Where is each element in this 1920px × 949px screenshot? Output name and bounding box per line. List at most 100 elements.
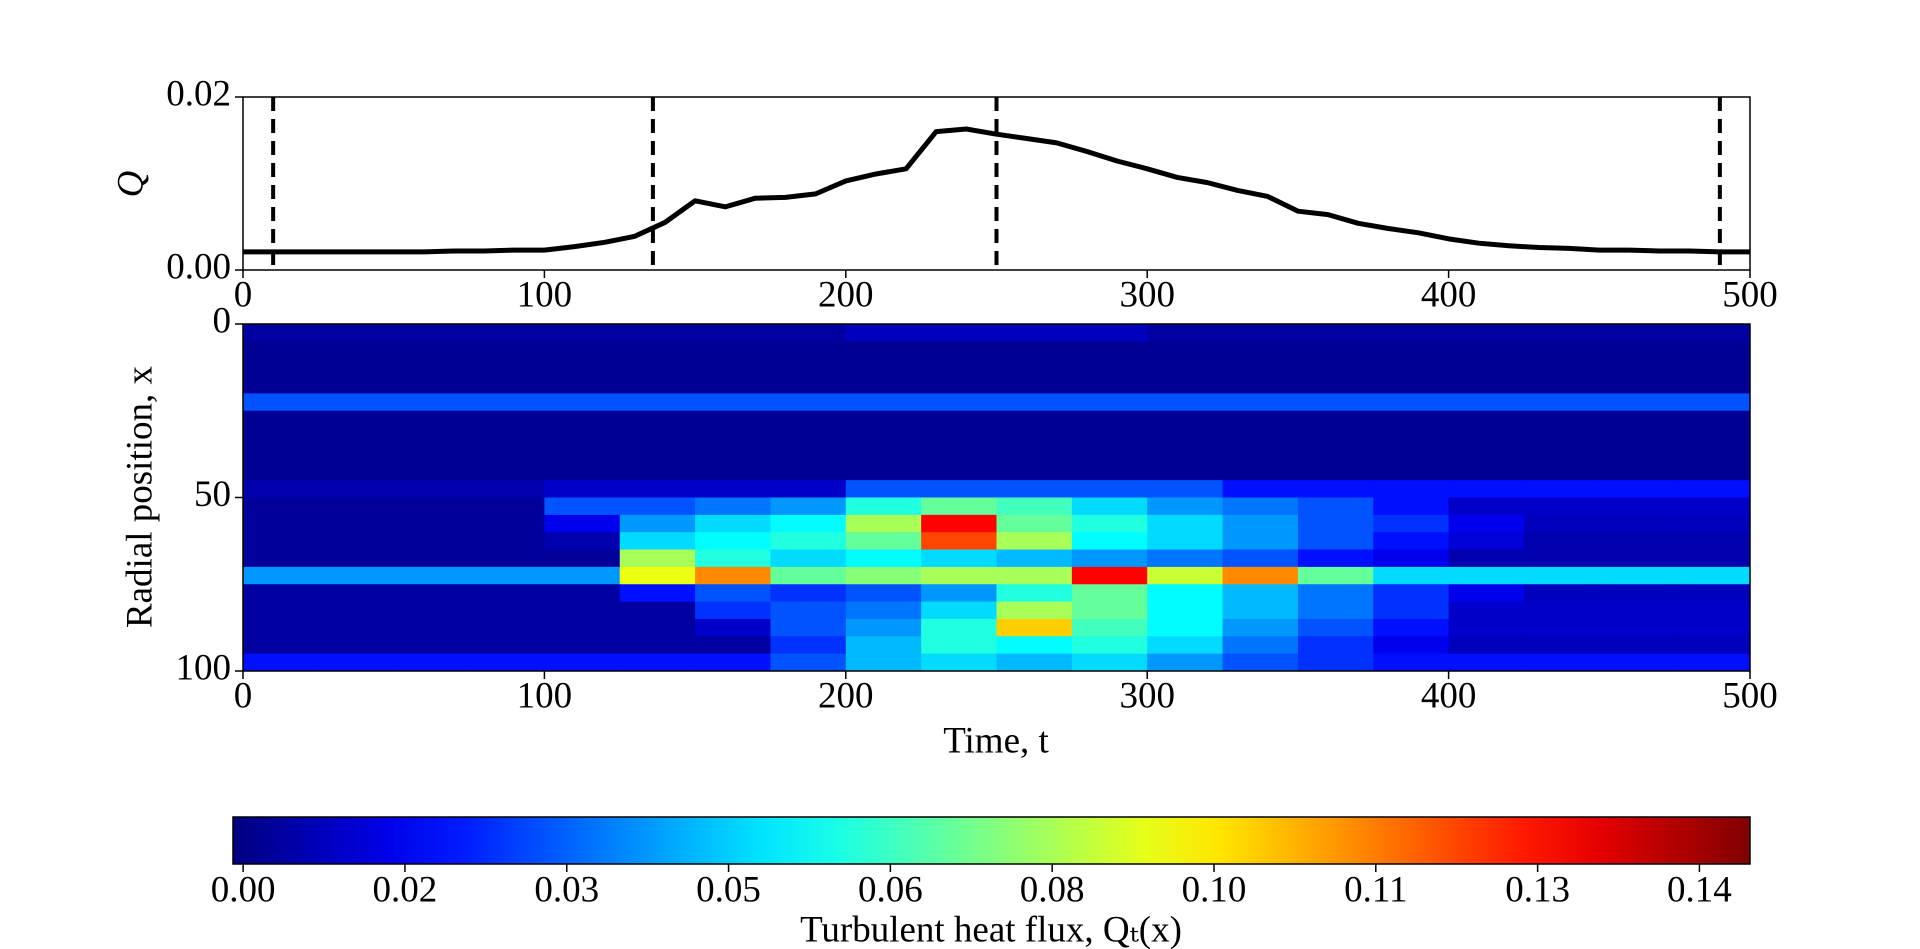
heatmap-cell (1373, 480, 1450, 498)
heatmap-cell (770, 393, 847, 412)
colorbar-tick-label: 0.06 (858, 869, 923, 910)
heatmap-cell (695, 549, 771, 568)
heatmap-cell (1674, 601, 1751, 620)
heatmap-cell (1071, 636, 1148, 655)
heatmap-cell (1071, 428, 1148, 446)
heatmap-cell (1599, 462, 1676, 481)
heatmap-cell (996, 653, 1073, 672)
heatmap-cell (921, 549, 997, 568)
heatmap-cell (243, 410, 319, 429)
heatmap-cell (770, 497, 847, 516)
heatmap-cell (393, 324, 470, 342)
x-tick-label: 400 (1421, 675, 1477, 716)
heatmap-cell (770, 376, 847, 394)
heatmap-cell (1071, 376, 1148, 394)
heatmap-cell (996, 566, 1073, 585)
heatmap-cell (469, 445, 545, 464)
heatmap-cell (1071, 584, 1148, 603)
heatmap-cell (1448, 514, 1525, 533)
heatmap-cell (695, 428, 771, 446)
heatmap-cell (1222, 566, 1299, 585)
heatmap-cell (1222, 393, 1299, 412)
heatmap-cell (318, 636, 395, 655)
heatmap-cell (619, 462, 696, 481)
heatmap-cell (695, 341, 771, 360)
heatmap-cell (1373, 410, 1450, 429)
heatmap-cell (243, 618, 319, 637)
heatmap-cell (1599, 428, 1676, 446)
heatmap-cell (921, 428, 997, 446)
heatmap-cell (996, 480, 1073, 498)
heatmap-cell (1222, 532, 1299, 551)
heatmap-cell (243, 497, 319, 516)
heatmap-cell (619, 393, 696, 412)
heatmap-cell (1071, 393, 1148, 412)
axes-frame (242, 323, 1751, 672)
heatmap-cell (393, 601, 470, 620)
x-tick-label: 400 (1421, 274, 1477, 315)
heatmap-cell (1599, 601, 1676, 620)
x-tick-label: 300 (1119, 274, 1175, 315)
heatmap-cell (1147, 584, 1224, 603)
heatmap-cell (619, 497, 696, 516)
heatmap-cell (243, 358, 319, 377)
heatmap-cell (1147, 636, 1224, 655)
heatmap-cell (619, 601, 696, 620)
heatmap-cell (619, 514, 696, 533)
heatmap-cell (770, 428, 847, 446)
heatmap-cell (1674, 636, 1751, 655)
heatmap-cell (695, 462, 771, 481)
heatmap-cell (1523, 324, 1600, 342)
heatmap-cell (845, 584, 922, 603)
heatmap-cell (845, 428, 922, 446)
heatmap-cell (1599, 653, 1676, 672)
colorbar-tick-label: 0.03 (534, 869, 599, 910)
x-tick-label: 100 (517, 274, 573, 315)
heatmap-cell (1222, 410, 1299, 429)
heatmap-cell (469, 324, 545, 342)
heatmap-cell (1222, 324, 1299, 342)
heatmap-cell (469, 653, 545, 672)
heatmap-cell (544, 497, 621, 516)
x-tick-label: 500 (1722, 274, 1778, 315)
heatmap-cell (1674, 618, 1751, 637)
heatmap-cell (921, 653, 997, 672)
heatmap-cell (1674, 462, 1751, 481)
heatmap-cell (1448, 324, 1525, 342)
heatmap-cell (318, 341, 395, 360)
heatmap-cell (243, 532, 319, 551)
heatmap-cell (695, 653, 771, 672)
heatmap-cell (1448, 549, 1525, 568)
heatmap-cell (469, 601, 545, 620)
heatmap-cell (544, 549, 621, 568)
heatmap-cell (695, 532, 771, 551)
heatmap-cell (996, 636, 1073, 655)
heatmap-cell (996, 393, 1073, 412)
heatmap-cell (996, 410, 1073, 429)
colorbar-tick-label: 0.11 (1344, 869, 1407, 910)
heatmap-cell (921, 445, 997, 464)
heatmap-cell (1147, 497, 1224, 516)
heatmap-cell (1523, 653, 1600, 672)
heatmap-cell (1599, 497, 1676, 516)
heatmap-cell (695, 636, 771, 655)
heatmap-cell (1448, 497, 1525, 516)
heatmap-cell (1071, 514, 1148, 533)
heatmap-cell (1448, 532, 1525, 551)
heatmap-cell (1222, 358, 1299, 377)
heatmap-cell (393, 462, 470, 481)
heatmap-cell (318, 393, 395, 412)
heatmap-cell (695, 376, 771, 394)
heatmap-cell (1297, 393, 1374, 412)
heatmap-cell (393, 358, 470, 377)
heatmap-cell (770, 618, 847, 637)
heatmap-cell (1071, 358, 1148, 377)
heatmap-cell (1448, 428, 1525, 446)
heatmap-cell (845, 376, 922, 394)
heatmap-cell (243, 584, 319, 603)
heatmap-cell (845, 497, 922, 516)
heatmap-cell (1222, 497, 1299, 516)
heatmap-cell (996, 445, 1073, 464)
heatmap-cell (921, 324, 997, 342)
heatmap-cell (996, 549, 1073, 568)
